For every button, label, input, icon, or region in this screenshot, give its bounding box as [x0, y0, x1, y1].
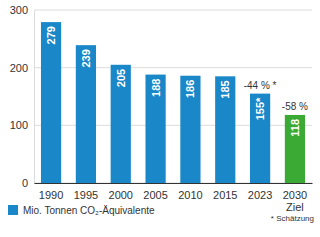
x-tick: 1995 [74, 183, 98, 201]
data-label: 155* [254, 97, 266, 120]
legend-swatch [8, 205, 18, 215]
bar [285, 115, 305, 183]
y-tick: 100 [10, 119, 34, 131]
x-tick: 2000 [109, 183, 133, 201]
x-tick-label: 2000 [109, 189, 133, 201]
grid-line [34, 67, 312, 68]
data-label: 239 [80, 49, 92, 67]
bar [250, 94, 270, 183]
y-tick-label: 100 [10, 119, 28, 131]
x-tick-label: 2023 [248, 189, 272, 201]
annotation: -58 % [282, 101, 308, 112]
annotation: -44 % * [244, 80, 277, 91]
y-tick: 200 [10, 62, 34, 74]
bar [180, 76, 200, 183]
bar [215, 76, 235, 183]
x-tick: 2015 [213, 183, 237, 201]
chart: 0 100 200 300 1990 1995 2000 2005 2010 2015 2023 20… [0, 0, 320, 237]
data-label: 185 [219, 80, 231, 98]
y-tick-label: 200 [10, 62, 28, 74]
bar [111, 65, 131, 183]
bar [145, 75, 165, 183]
x-tick: 2005 [143, 183, 167, 201]
bar [76, 45, 96, 183]
grid-line [34, 183, 312, 184]
grid-line [34, 10, 312, 11]
x-tick-label: 2010 [178, 189, 202, 201]
legend-label: Mio. Tonnen CO₂-Äquivalente [23, 205, 155, 216]
bar [41, 22, 61, 183]
x-tick-label: 2030Ziel [283, 189, 307, 214]
bars [41, 22, 305, 183]
x-tick-label: 2015 [213, 189, 237, 201]
x-tick: 2010 [178, 183, 202, 201]
x-tick: 2030Ziel [283, 183, 307, 213]
y-axis-line [34, 11, 35, 184]
grid [34, 10, 312, 183]
x-axis-line [35, 183, 313, 184]
data-label: 205 [115, 69, 127, 87]
data-label: 118 [289, 119, 301, 137]
x-tick-label: 2005 [143, 189, 167, 201]
x-tick-label: 1990 [39, 189, 63, 201]
x-tick: 2023 [248, 183, 272, 201]
legend: Mio. Tonnen CO₂-Äquivalente [8, 205, 155, 216]
y-tick: 0 [22, 177, 34, 189]
data-label: 188 [150, 79, 162, 97]
x-tick: 1990 [39, 183, 63, 201]
x-tick-label: 1995 [74, 189, 98, 201]
data-label: 279 [45, 26, 57, 44]
y-tick-label: 0 [22, 177, 28, 189]
footnote: * Schätzung [271, 214, 314, 223]
annotations: -44 % * -58 % [244, 80, 308, 112]
y-tick-label: 300 [10, 4, 28, 16]
grid-line [34, 125, 312, 126]
y-tick: 300 [10, 4, 34, 16]
data-labels: 279 239 205 188 186 185 155* 118 [45, 26, 301, 137]
data-label: 186 [184, 80, 196, 98]
plot: 0 100 200 300 1990 1995 2000 2005 2010 2015 2023 20… [10, 4, 313, 213]
y-axis: 0 100 200 300 [10, 4, 35, 189]
